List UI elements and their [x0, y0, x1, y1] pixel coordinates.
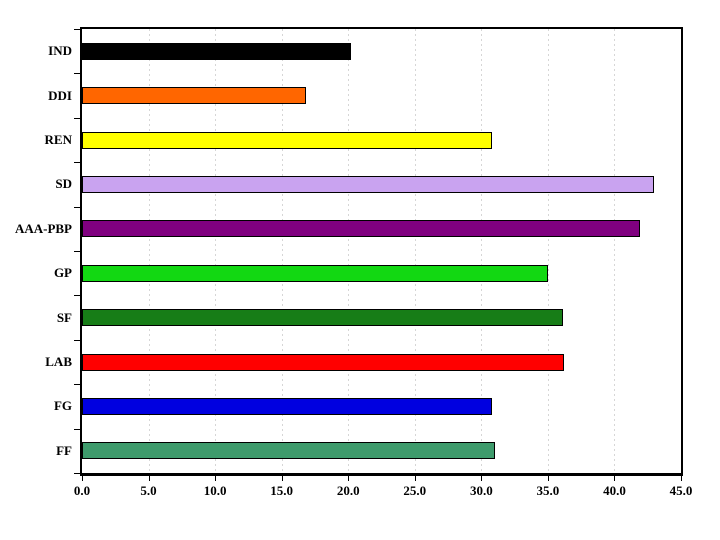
- category-label: SD: [55, 176, 72, 192]
- y-tick-mark: [74, 473, 80, 474]
- category-label: REN: [44, 132, 72, 147]
- bar-ind: [82, 42, 351, 60]
- x-tick-label: 0.0: [73, 483, 91, 498]
- category-label: LAB: [45, 354, 72, 369]
- x-tick-label: 30.0: [469, 483, 493, 498]
- y-tick-mark: [74, 117, 80, 119]
- bar-gp: [82, 264, 548, 282]
- y-tick-mark: [74, 162, 80, 164]
- x-tick-label: 5.0: [140, 483, 157, 498]
- x-tick-mark: [215, 476, 217, 481]
- x-tick-mark: [82, 476, 83, 481]
- x-tick-mark: [481, 476, 483, 481]
- y-tick-mark: [74, 384, 80, 386]
- y-tick-mark: [74, 206, 80, 208]
- y-tick-mark: [74, 428, 80, 430]
- x-tick-mark: [281, 476, 283, 481]
- category-label: FF: [56, 442, 72, 458]
- y-tick-mark: [74, 295, 80, 297]
- x-tick-mark: [547, 476, 549, 481]
- vertical-gridline: [547, 29, 549, 473]
- bar-ddi: [82, 87, 306, 105]
- y-tick-mark: [74, 251, 80, 252]
- x-tick-label: 15.0: [270, 483, 294, 498]
- y-tick-mark: [74, 339, 80, 341]
- category-label: DDI: [48, 87, 72, 103]
- y-tick-mark: [74, 29, 80, 30]
- x-tick-label: 45.0: [669, 483, 693, 498]
- x-tick-label: 20.0: [336, 483, 360, 498]
- y-tick-mark: [74, 73, 80, 75]
- category-label: AAA-PBP: [14, 220, 72, 236]
- bar-ff: [82, 442, 495, 460]
- x-tick-label: 40.0: [603, 483, 626, 498]
- x-tick-label: 10.0: [203, 483, 227, 498]
- x-tick-mark: [148, 476, 150, 481]
- x-tick-mark: [681, 476, 682, 481]
- x-tick-mark: [348, 476, 350, 481]
- x-tick-label: 35.0: [536, 483, 560, 498]
- category-label: GP: [53, 265, 72, 281]
- vertical-gridline: [614, 29, 616, 473]
- category-label: IND: [48, 43, 72, 59]
- category-label: FG: [53, 398, 72, 414]
- vertical-gridline: [481, 29, 483, 473]
- vertical-gridline: [281, 29, 283, 473]
- bar-lab: [82, 353, 564, 371]
- bar-fg: [82, 397, 492, 415]
- bar-ren: [82, 131, 492, 149]
- bar-sd: [82, 175, 655, 193]
- bar-aaa-pbp: [82, 220, 640, 238]
- vertical-gridline: [148, 29, 150, 473]
- x-tick-label: 25.0: [403, 483, 427, 498]
- x-tick-mark: [414, 476, 416, 481]
- category-label: SF: [56, 309, 72, 325]
- vertical-gridline: [215, 29, 217, 473]
- x-tick-mark: [614, 476, 616, 481]
- vertical-gridline: [348, 29, 350, 473]
- bar-sf: [82, 309, 563, 327]
- vertical-gridline: [414, 29, 416, 473]
